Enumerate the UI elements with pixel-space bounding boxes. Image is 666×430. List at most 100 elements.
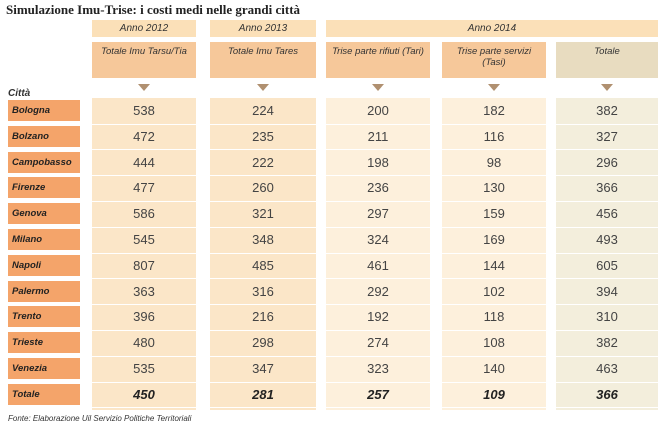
column-header: Totale — [556, 42, 658, 78]
row-separator — [442, 381, 546, 383]
row-separator — [92, 200, 196, 202]
row-separator — [326, 304, 430, 306]
arrow-icon — [488, 84, 500, 91]
row-separator — [442, 226, 546, 228]
row-separator — [210, 329, 316, 331]
value-cell: 118 — [483, 309, 505, 325]
row-separator — [556, 123, 658, 125]
city-label: Palermo — [8, 280, 80, 302]
row-separator — [326, 200, 430, 202]
year-header: Anno 2014 — [326, 20, 658, 37]
row-separator — [210, 278, 316, 280]
value-cell: 366 — [596, 386, 618, 402]
value-cell: 130 — [483, 180, 505, 196]
value-cell: 323 — [367, 361, 389, 376]
value-cell: 472 — [133, 128, 155, 144]
value-cell: 257 — [367, 386, 389, 402]
row-separator — [210, 226, 316, 228]
row-separator — [326, 252, 430, 254]
row-separator — [92, 407, 196, 409]
city-label: Napoli — [8, 254, 80, 276]
source: Fonte: Elaborazione Uil Servizio Politic… — [8, 414, 192, 423]
city-label: Milano — [8, 229, 80, 250]
year-header: Anno 2013 — [210, 20, 316, 37]
value-cell: 327 — [596, 128, 618, 144]
row-separator — [556, 149, 658, 151]
row-separator — [326, 149, 430, 151]
year-header: Anno 2012 — [92, 20, 196, 37]
row-separator — [556, 175, 658, 177]
row-separator — [442, 123, 546, 125]
value-cell: 260 — [252, 180, 274, 196]
row-separator — [442, 175, 546, 177]
row-separator — [92, 278, 196, 280]
column-header: Trise parte servizi (Tasi) — [442, 42, 546, 78]
value-cell: 477 — [133, 180, 155, 196]
row-separator — [210, 355, 316, 357]
arrow-icon — [372, 84, 384, 91]
value-cell: 450 — [133, 386, 155, 402]
value-cell: 605 — [596, 257, 618, 273]
value-cell: 200 — [367, 103, 389, 118]
value-cell: 182 — [483, 103, 505, 118]
row-separator — [556, 278, 658, 280]
value-cell: 394 — [596, 283, 618, 299]
row-separator — [556, 226, 658, 228]
row-separator — [442, 355, 546, 357]
value-cell: 535 — [133, 361, 155, 376]
value-cell: 382 — [596, 335, 618, 351]
row-separator — [92, 329, 196, 331]
arrow-icon — [601, 84, 613, 91]
value-cell: 463 — [596, 361, 618, 376]
value-cell: 545 — [133, 232, 155, 247]
row-separator — [326, 175, 430, 177]
row-separator — [92, 149, 196, 151]
value-cell: 348 — [252, 232, 274, 247]
row-separator — [556, 381, 658, 383]
row-separator — [326, 226, 430, 228]
value-cell: 192 — [367, 309, 389, 325]
row-separator — [210, 304, 316, 306]
row-separator — [92, 123, 196, 125]
row-separator — [326, 381, 430, 383]
city-label: Bolzano — [8, 125, 80, 147]
row-separator — [556, 304, 658, 306]
value-cell: 538 — [133, 103, 155, 118]
value-cell: 216 — [252, 309, 274, 325]
arrow-icon — [138, 84, 150, 91]
row-separator — [92, 381, 196, 383]
value-cell: 298 — [252, 335, 274, 351]
city-label: Firenze — [8, 177, 80, 199]
value-cell: 236 — [367, 180, 389, 196]
value-cell: 292 — [367, 283, 389, 299]
row-separator — [92, 304, 196, 306]
row-separator — [326, 407, 430, 409]
value-cell: 480 — [133, 335, 155, 351]
value-cell: 169 — [483, 232, 505, 247]
row-separator — [210, 381, 316, 383]
value-cell: 461 — [367, 257, 389, 273]
value-cell: 198 — [367, 154, 389, 170]
value-cell: 444 — [133, 154, 155, 170]
row-separator — [326, 278, 430, 280]
value-cell: 363 — [133, 283, 155, 299]
value-cell: 396 — [133, 309, 155, 325]
value-cell: 316 — [252, 283, 274, 299]
value-cell: 98 — [486, 154, 502, 170]
row-separator — [92, 226, 196, 228]
row-separator — [326, 355, 430, 357]
city-label: Campobasso — [8, 151, 80, 173]
row-separator — [92, 175, 196, 177]
value-cell: 224 — [252, 103, 274, 118]
row-separator — [210, 123, 316, 125]
row-separator — [556, 200, 658, 202]
row-separator — [442, 200, 546, 202]
value-cell: 140 — [483, 361, 505, 376]
value-cell: 586 — [133, 206, 155, 222]
value-cell: 456 — [596, 206, 618, 222]
row-separator — [92, 355, 196, 357]
value-cell: 297 — [367, 206, 389, 222]
value-cell: 274 — [367, 335, 389, 351]
value-cell: 296 — [596, 154, 618, 170]
row-separator — [210, 407, 316, 409]
